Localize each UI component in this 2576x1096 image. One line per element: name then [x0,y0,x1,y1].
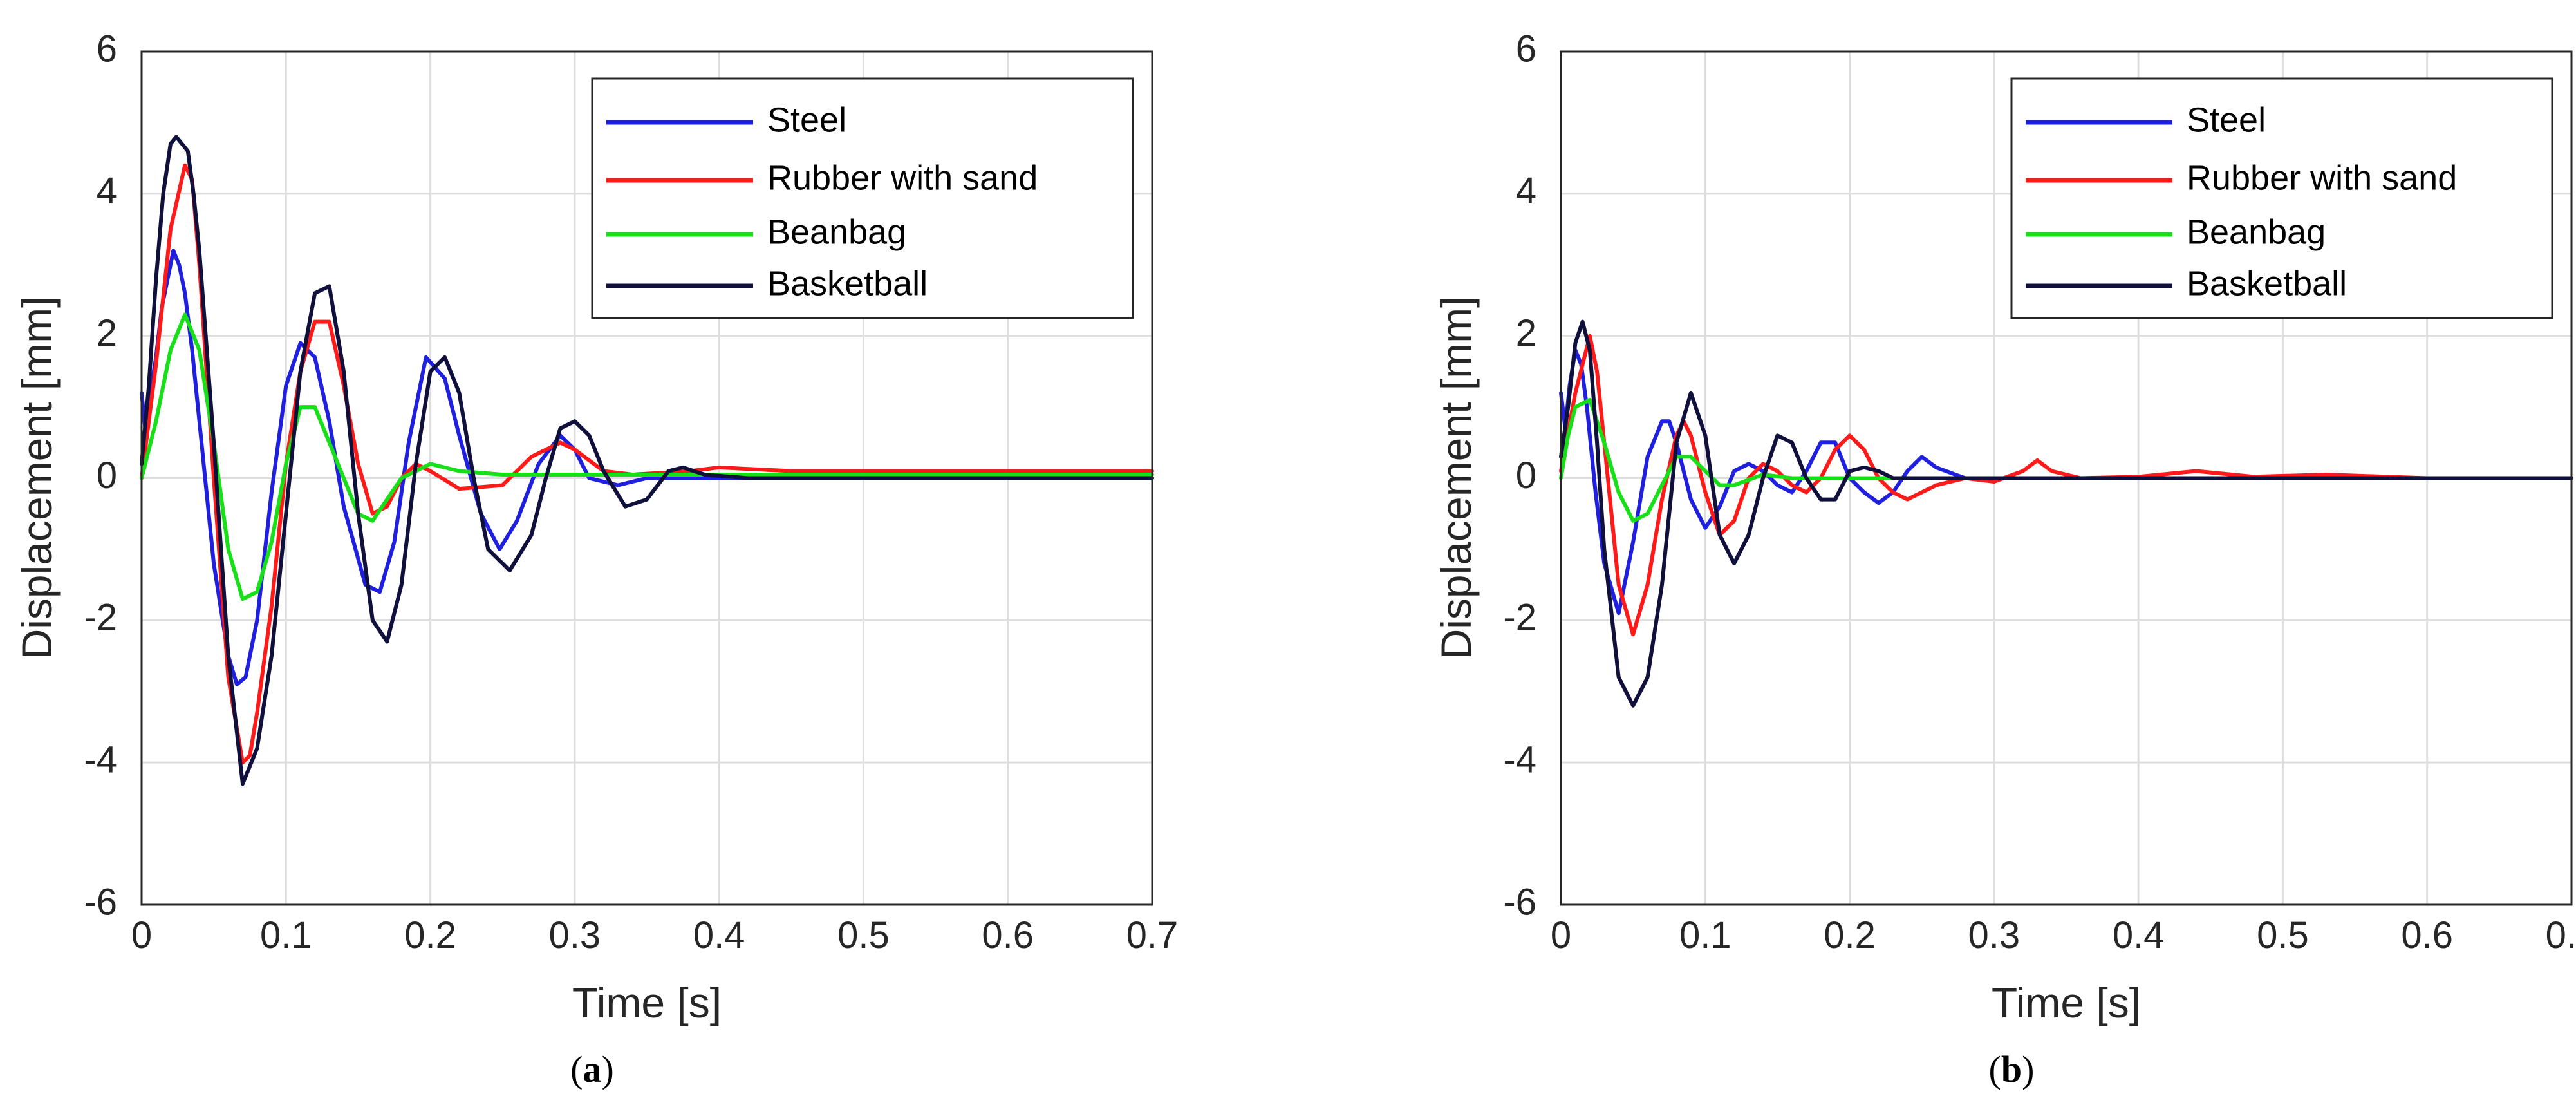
legend-label-rubber-with-sand: Rubber with sand [2187,158,2457,197]
series-line-basketball [140,135,1154,786]
x-tick-label: 0.6 [2401,914,2453,956]
chart-panel-b: -6 -4 -2 0 2 4 6 0 0.1 0.2 0.3 0.4 0.5 0… [1432,28,2576,1090]
y-tick-label: -4 [84,739,117,780]
x-tick-label: 0.4 [693,914,745,956]
x-tick-label: 0.5 [2257,914,2309,956]
series-line-basketball [1559,319,2573,708]
legend-box [591,77,1134,319]
legend-label-steel: Steel [2187,100,2266,139]
x-tick-label: 0.3 [549,914,601,956]
y-tick-label: 6 [97,28,117,70]
y-tick-label: 2 [97,312,117,354]
legend-label-steel: Steel [767,100,846,139]
x-tick-label: 0 [1551,914,1571,956]
x-tick-label: 0.7 [1126,914,1179,956]
x-tick-label: 0.4 [2113,914,2165,956]
legend-label-rubber-with-sand: Rubber with sand [767,158,1038,197]
x-tick-label: 0.1 [1679,914,1731,956]
x-axis-label: Time [s] [572,979,722,1026]
y-tick-label: 4 [1516,170,1536,212]
x-tick-labels: 0 0.1 0.2 0.3 0.4 0.5 0.6 0.7 [1551,914,2576,956]
y-tick-label: -2 [1503,597,1536,639]
legend: Steel Rubber with sand Beanbag Basketbal… [2010,77,2553,319]
y-tick-label: -6 [84,881,117,923]
y-tick-label: 2 [1516,312,1536,354]
x-tick-label: 0.3 [1968,914,2021,956]
series-line-steel [1559,348,2573,616]
y-axis-label: Displacement [mm] [13,296,61,660]
y-tick-label: -6 [1503,881,1536,923]
x-tick-label: 0.6 [982,914,1034,956]
x-tick-label: 0.2 [404,914,456,956]
y-tick-label: -2 [84,597,117,639]
x-tick-label: 0 [131,914,152,956]
axes-frame [1560,50,2573,906]
caption-letter-a: a [583,1048,602,1090]
y-tick-label: 4 [97,170,117,212]
series-line-steel [140,249,1154,686]
x-tick-label: 0.2 [1824,914,1876,956]
legend-box [2010,77,2553,319]
legend-label-basketball: Basketball [767,264,928,303]
y-tick-label: 6 [1516,28,1536,70]
legend-label-beanbag: Beanbag [2187,213,2326,251]
x-tick-label: 0.5 [837,914,890,956]
series-lines [140,135,1154,786]
y-tick-label: 0 [97,455,117,496]
x-tick-label: 0.1 [260,914,312,956]
x-tick-labels: 0 0.1 0.2 0.3 0.4 0.5 0.6 0.7 [131,914,1178,956]
chart-panel-a: -6 -4 -2 0 2 4 6 0 0.1 0.2 0.3 0.4 0.5 0… [13,28,1178,1090]
legend-label-beanbag: Beanbag [767,213,906,251]
series-line-beanbag [140,312,1154,601]
panel-caption-a: (a) [570,1048,614,1090]
legend: Steel Rubber with sand Beanbag Basketbal… [591,77,1134,319]
caption-letter-b: b [2001,1048,2022,1090]
y-tick-label: -4 [1503,739,1536,780]
y-tick-labels: -6 -4 -2 0 2 4 6 [84,28,117,923]
y-axis-label: Displacement [mm] [1432,296,1480,660]
x-axis-label: Time [s] [1992,979,2141,1026]
axes-frame [140,50,1153,906]
x-tick-label: 0.7 [2546,914,2576,956]
panel-caption-b: (b) [1989,1048,2035,1090]
series-line-rubber-with-sand [1559,334,2573,637]
legend-label-basketball: Basketball [2187,264,2347,303]
y-tick-labels: -6 -4 -2 0 2 4 6 [1503,28,1536,923]
series-lines [1559,319,2573,708]
y-tick-label: 0 [1516,455,1536,496]
